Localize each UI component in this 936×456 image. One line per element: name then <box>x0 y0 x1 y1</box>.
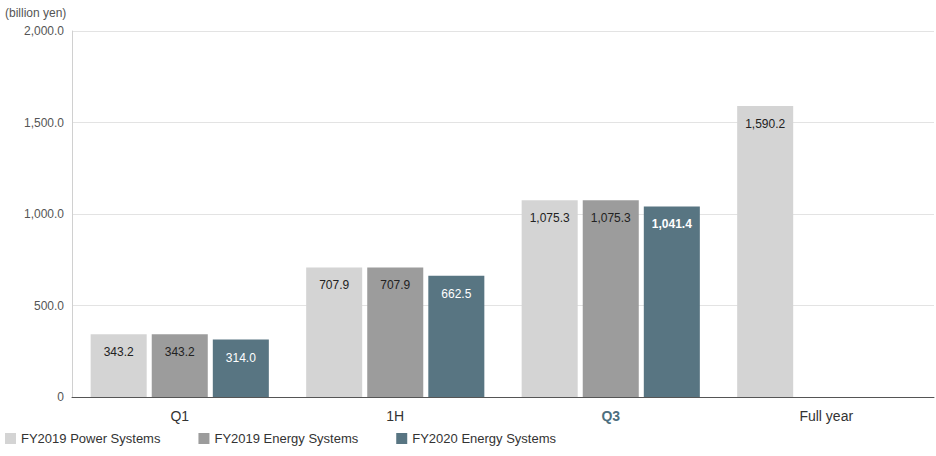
svg-text:FY2020 Energy Systems: FY2020 Energy Systems <box>412 431 556 446</box>
svg-text:1H: 1H <box>386 408 404 424</box>
svg-text:343.2: 343.2 <box>165 345 195 359</box>
svg-text:1,000.0: 1,000.0 <box>24 207 64 221</box>
svg-text:FY2019 Power Systems: FY2019 Power Systems <box>21 431 161 446</box>
svg-text:662.5: 662.5 <box>441 287 471 301</box>
svg-text:2,000.0: 2,000.0 <box>24 24 64 38</box>
svg-text:343.2: 343.2 <box>104 345 134 359</box>
svg-text:Full year: Full year <box>799 408 853 424</box>
svg-text:1,075.3: 1,075.3 <box>591 211 631 225</box>
svg-text:500.0: 500.0 <box>34 299 64 313</box>
svg-text:707.9: 707.9 <box>319 278 349 292</box>
svg-text:1,590.2: 1,590.2 <box>745 117 785 131</box>
svg-text:1,500.0: 1,500.0 <box>24 116 64 130</box>
svg-text:0: 0 <box>57 390 64 404</box>
svg-text:Q1: Q1 <box>170 408 189 424</box>
svg-text:1,041.4: 1,041.4 <box>652 217 692 231</box>
svg-text:707.9: 707.9 <box>380 278 410 292</box>
svg-text:1,075.3: 1,075.3 <box>530 211 570 225</box>
svg-text:314.0: 314.0 <box>226 351 256 365</box>
svg-text:FY2019 Energy Systems: FY2019 Energy Systems <box>214 431 358 446</box>
svg-text:Q3: Q3 <box>601 408 620 424</box>
svg-text:(billion yen): (billion yen) <box>5 6 66 20</box>
